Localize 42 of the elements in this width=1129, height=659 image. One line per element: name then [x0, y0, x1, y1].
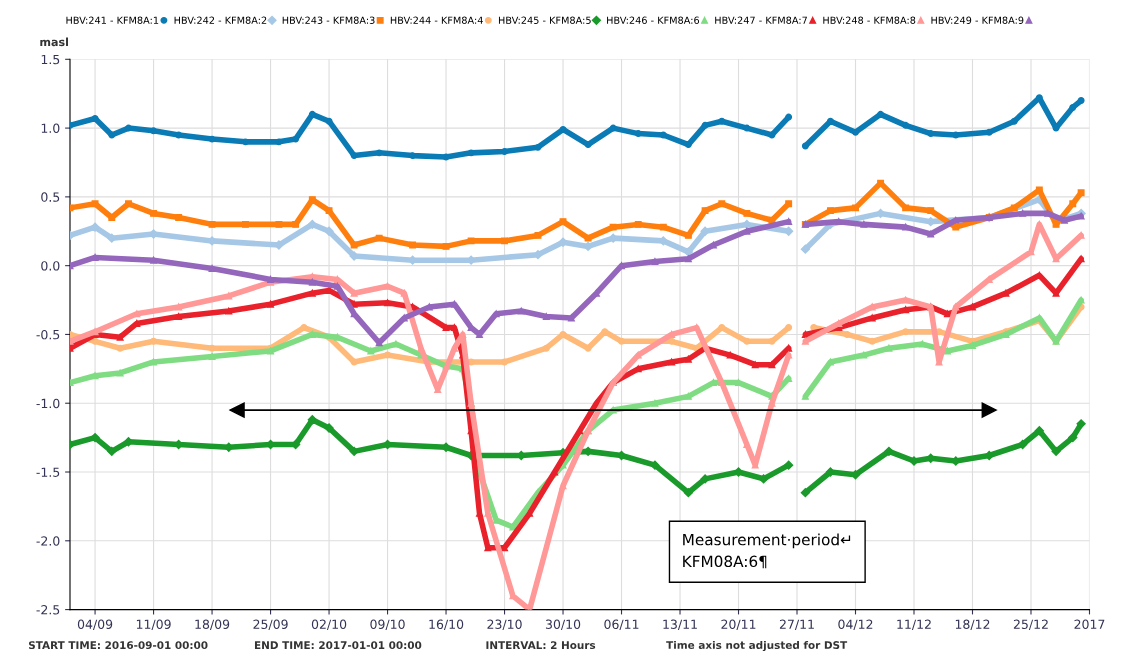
legend-label: HBV:248 - KFM8A:8 [823, 16, 916, 24]
x-tick-label: 11/09 [136, 619, 171, 630]
legend-label: HBV:247 - KFM8A:7 [715, 16, 807, 24]
x-tick-label: 06/11 [604, 619, 639, 630]
y-axis-title: masl [40, 37, 68, 47]
y-tick-label: -1.0 [36, 398, 60, 409]
y-tick-label: -1.5 [36, 467, 60, 477]
x-tick-label: 02/10 [311, 619, 347, 630]
x-tick-label: 27/11 [779, 619, 814, 630]
legend-label: HBV:246 - KFM8A:6 [607, 16, 700, 24]
x-tick-label: 04/12 [838, 619, 873, 630]
x-tick-label: 11/12 [897, 619, 931, 630]
legend-label: HBV:249 - KFM8A:9 [931, 16, 1024, 24]
x-tick-label: 13/11 [663, 619, 697, 630]
legend-label: HBV:243 - KFM8A:3 [282, 16, 375, 24]
x-tick-label: 04/09 [77, 619, 113, 630]
legend-label: HBV:245 - KFM8A:5 [498, 16, 591, 24]
x-tick-label: 25/12 [1013, 619, 1048, 630]
text: Time axis not adjusted for DST [666, 640, 848, 652]
y-tick-label: -0.5 [36, 329, 60, 340]
y-tick-label: 1.5 [41, 54, 60, 65]
y-tick-label: 1.0 [41, 123, 60, 134]
x-tick-label: 09/10 [370, 619, 405, 630]
x-tick-label: 16/10 [429, 619, 464, 630]
legend-label: HBV:241 - KFM8A:1 [66, 16, 159, 24]
x-tick-label: 23/10 [487, 619, 522, 630]
annotation: Measurement·period↵ KFM08A:6¶ [683, 533, 851, 569]
y-tick-label: -2.0 [36, 536, 60, 546]
x-tick-label: 30/10 [545, 619, 581, 630]
x-tick-label: 25/09 [253, 619, 288, 630]
text: START TIME: 2016-09-01 00:00 [28, 641, 208, 650]
x-tick-label: 2017 [1074, 619, 1105, 629]
text: INTERVAL: 2 Hours [486, 641, 596, 650]
x-tick-label: 20/11 [721, 619, 756, 630]
legend-label: HBV:242 - KFM8A:2 [174, 16, 267, 24]
y-tick-label: 0.0 [41, 261, 60, 271]
x-tick-label: 18/09 [195, 619, 230, 630]
y-tick-label: 0.5 [41, 192, 60, 202]
legend-label: HBV:244 - KFM8A:4 [390, 16, 483, 24]
text: END TIME: 2017-01-01 00:00 [254, 641, 422, 650]
x-tick-label: 18/12 [955, 619, 990, 630]
y-tick-label: -2.5 [36, 605, 60, 615]
